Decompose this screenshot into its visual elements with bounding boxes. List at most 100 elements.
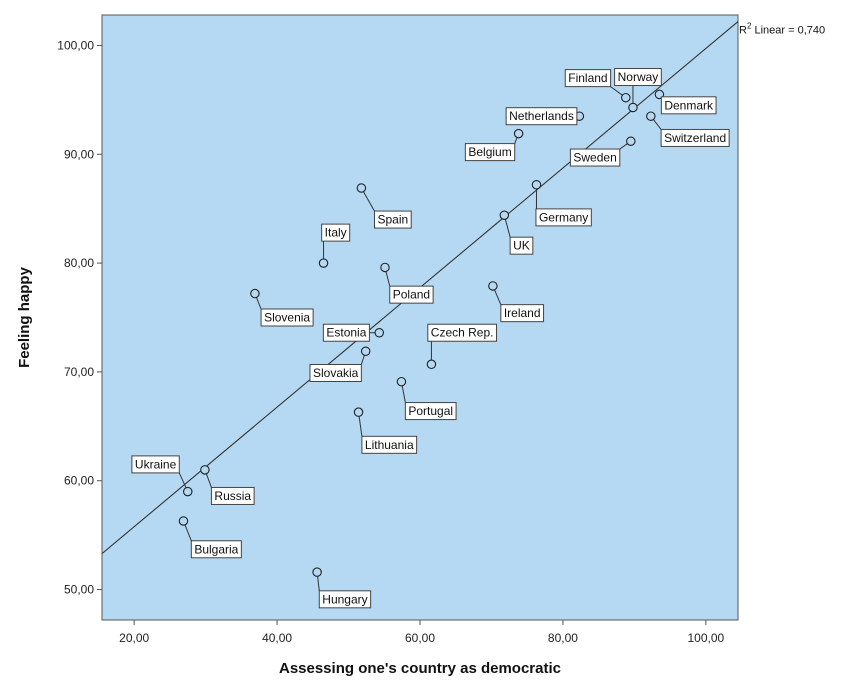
data-point: [499, 210, 510, 220]
point-label-box: [464, 143, 516, 162]
point-label: Germany: [535, 208, 592, 227]
data-point: [646, 111, 656, 121]
point-label-box: [321, 223, 351, 242]
data-points: [178, 89, 665, 577]
point-label-text: Sweden: [573, 151, 616, 165]
point-label-text: Denmark: [664, 98, 714, 112]
y-tick-label: 50,00: [64, 583, 94, 597]
point-label: Ukraine: [131, 455, 180, 474]
r-squared-label: R2 Linear = 0,740: [739, 22, 825, 37]
data-point: [250, 288, 260, 299]
point-label-box: [260, 308, 314, 327]
data-point: [531, 179, 542, 190]
point-label: Finland: [564, 69, 612, 88]
point-label: Spain: [373, 210, 412, 229]
data-point: [513, 128, 524, 139]
point-label: Sweden: [569, 148, 621, 167]
point-label-box: [389, 285, 434, 304]
point-label-text: UK: [513, 239, 530, 253]
point-label: Slovenia: [260, 308, 314, 327]
point-label: UK: [509, 236, 534, 255]
point-label-box: [318, 590, 372, 609]
y-tick-label: 60,00: [64, 474, 94, 488]
point-label: Estonia: [322, 323, 370, 342]
point-label: Netherlands: [505, 107, 578, 126]
point-label-text: Finland: [568, 71, 607, 85]
x-tick-label: 80,00: [548, 631, 578, 645]
point-label: Czech Rep.: [427, 323, 498, 342]
x-tick-label: 100,00: [687, 631, 724, 645]
point-label-box: [505, 107, 578, 126]
point-label-text: Spain: [377, 213, 408, 227]
point-label-text: Lithuania: [365, 438, 414, 452]
point-label-text: Portugal: [408, 404, 453, 418]
point-label-text: Estonia: [326, 326, 366, 340]
data-point: [426, 359, 437, 370]
point-label-text: Poland: [393, 288, 430, 302]
data-point: [621, 92, 631, 103]
point-label-text: Netherlands: [509, 109, 574, 123]
data-point: [200, 465, 210, 475]
point-label-box: [500, 304, 545, 323]
point-label-text: Slovenia: [264, 311, 310, 325]
y-axis-title: Feeling happy: [16, 266, 33, 368]
data-point: [312, 567, 322, 577]
y-tick-label: 70,00: [64, 365, 94, 379]
data-point: [628, 102, 638, 113]
point-label-box: [509, 236, 534, 255]
point-label-box: [569, 148, 621, 167]
point-label: Bulgaria: [190, 540, 242, 559]
point-label: Denmark: [660, 96, 717, 115]
point-label-text: Czech Rep.: [431, 326, 494, 340]
point-label: Norway: [614, 68, 662, 87]
data-point: [183, 486, 193, 497]
point-label-box: [564, 69, 612, 88]
data-point: [318, 258, 329, 268]
point-label: Poland: [389, 285, 434, 304]
point-label-box: [210, 486, 255, 505]
x-tick-label: 60,00: [405, 631, 435, 645]
point-label-text: Bulgaria: [194, 542, 238, 556]
point-label-box: [322, 323, 370, 342]
data-point: [380, 262, 390, 273]
point-label-text: Germany: [539, 210, 588, 224]
point-label-box: [190, 540, 242, 559]
point-label: Portugal: [404, 402, 457, 421]
data-point: [356, 183, 367, 193]
point-labels: Finland Norway Denmark Netherlands Switzerla…: [131, 68, 730, 609]
data-point: [396, 376, 407, 387]
x-axis: 20,00 40,00 60,00 80,00 100,00: [119, 620, 725, 645]
x-axis-title: Assessing one's country as democratic: [279, 660, 561, 677]
point-label-text: Hungary: [322, 592, 367, 606]
point-label: Ireland: [500, 304, 545, 323]
point-label-box: [660, 96, 717, 115]
data-point: [178, 516, 189, 526]
point-label-text: Belgium: [468, 145, 511, 159]
point-label-box: [309, 363, 362, 382]
point-label-text: Ireland: [504, 306, 541, 320]
point-label-box: [660, 128, 730, 147]
point-label-text: Italy: [325, 226, 347, 240]
point-label: Slovakia: [309, 363, 362, 382]
x-tick-label: 40,00: [262, 631, 292, 645]
y-tick-label: 90,00: [64, 147, 94, 161]
point-label: Hungary: [318, 590, 372, 609]
data-point: [488, 281, 498, 291]
point-label: Switzerland: [660, 128, 730, 147]
y-axis: 50,00 60,00 70,00 80,00 90,00 100,00: [57, 38, 102, 597]
point-label-box: [373, 210, 412, 229]
y-tick-label: 100,00: [57, 38, 94, 52]
point-label-text: Norway: [618, 70, 659, 84]
point-label-text: Switzerland: [664, 131, 726, 145]
point-label-box: [131, 455, 180, 474]
data-point: [626, 136, 636, 146]
point-label-box: [361, 435, 418, 454]
x-tick-label: 20,00: [119, 631, 149, 645]
point-label-box: [614, 68, 662, 87]
point-label: Lithuania: [361, 435, 418, 454]
data-point: [360, 346, 371, 356]
point-label-text: Slovakia: [313, 366, 359, 380]
point-label: Italy: [321, 223, 351, 242]
plot-area: [101, 14, 739, 621]
